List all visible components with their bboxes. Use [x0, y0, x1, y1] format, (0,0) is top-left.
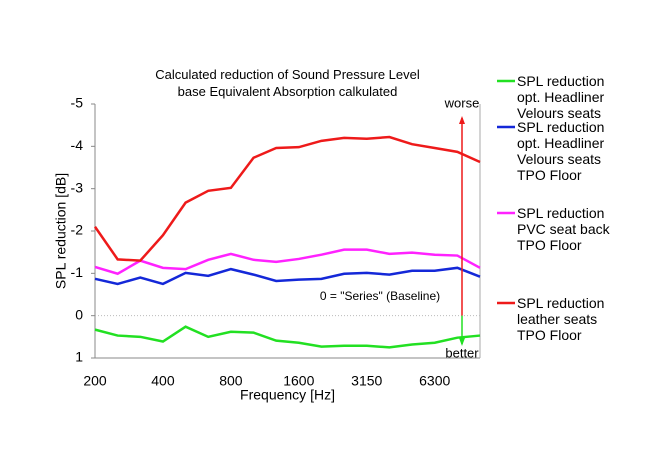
annotation: worse: [444, 95, 480, 110]
y-tick-label: -4: [71, 137, 84, 153]
series-line: [94, 248, 481, 276]
x-tick-label: 6300: [419, 373, 450, 389]
series-line: [94, 266, 481, 286]
better-arrowhead: [459, 338, 465, 346]
legend-entry: SPL reduction opt. Headliner Velours sea…: [517, 73, 605, 121]
worse-arrowhead: [459, 116, 465, 124]
y-tick-label: -3: [71, 179, 84, 195]
x-axis-label: Frequency [Hz]: [240, 387, 335, 403]
chart-title: Calculated reduction of Sound Pressure L…: [155, 67, 420, 99]
legend-entry: SPL reduction PVC seat back TPO Floor: [517, 205, 610, 253]
annotation: 0 = "Series" (Baseline): [320, 289, 440, 303]
y-tick-label: -1: [71, 264, 84, 280]
x-tick-label: 200: [83, 373, 107, 389]
series-line: [93, 135, 481, 262]
x-tick-label: 3150: [351, 373, 382, 389]
y-axis-label: SPL reduction [dB]: [53, 173, 69, 289]
x-tick-label: 800: [219, 373, 243, 389]
y-tick-label: 1: [75, 349, 83, 365]
y-tick-label: -2: [71, 222, 84, 238]
series-line: [94, 325, 481, 349]
legend-entry: SPL reduction leather seats TPO Floor: [517, 295, 605, 343]
x-tick-label: 1600: [283, 373, 314, 389]
y-tick-label: -5: [71, 95, 84, 111]
y-tick-label: 0: [75, 306, 83, 322]
legend-entry: SPL reduction opt. Headliner Velours sea…: [517, 119, 605, 183]
annotation: better: [445, 345, 479, 360]
x-tick-label: 400: [151, 373, 175, 389]
